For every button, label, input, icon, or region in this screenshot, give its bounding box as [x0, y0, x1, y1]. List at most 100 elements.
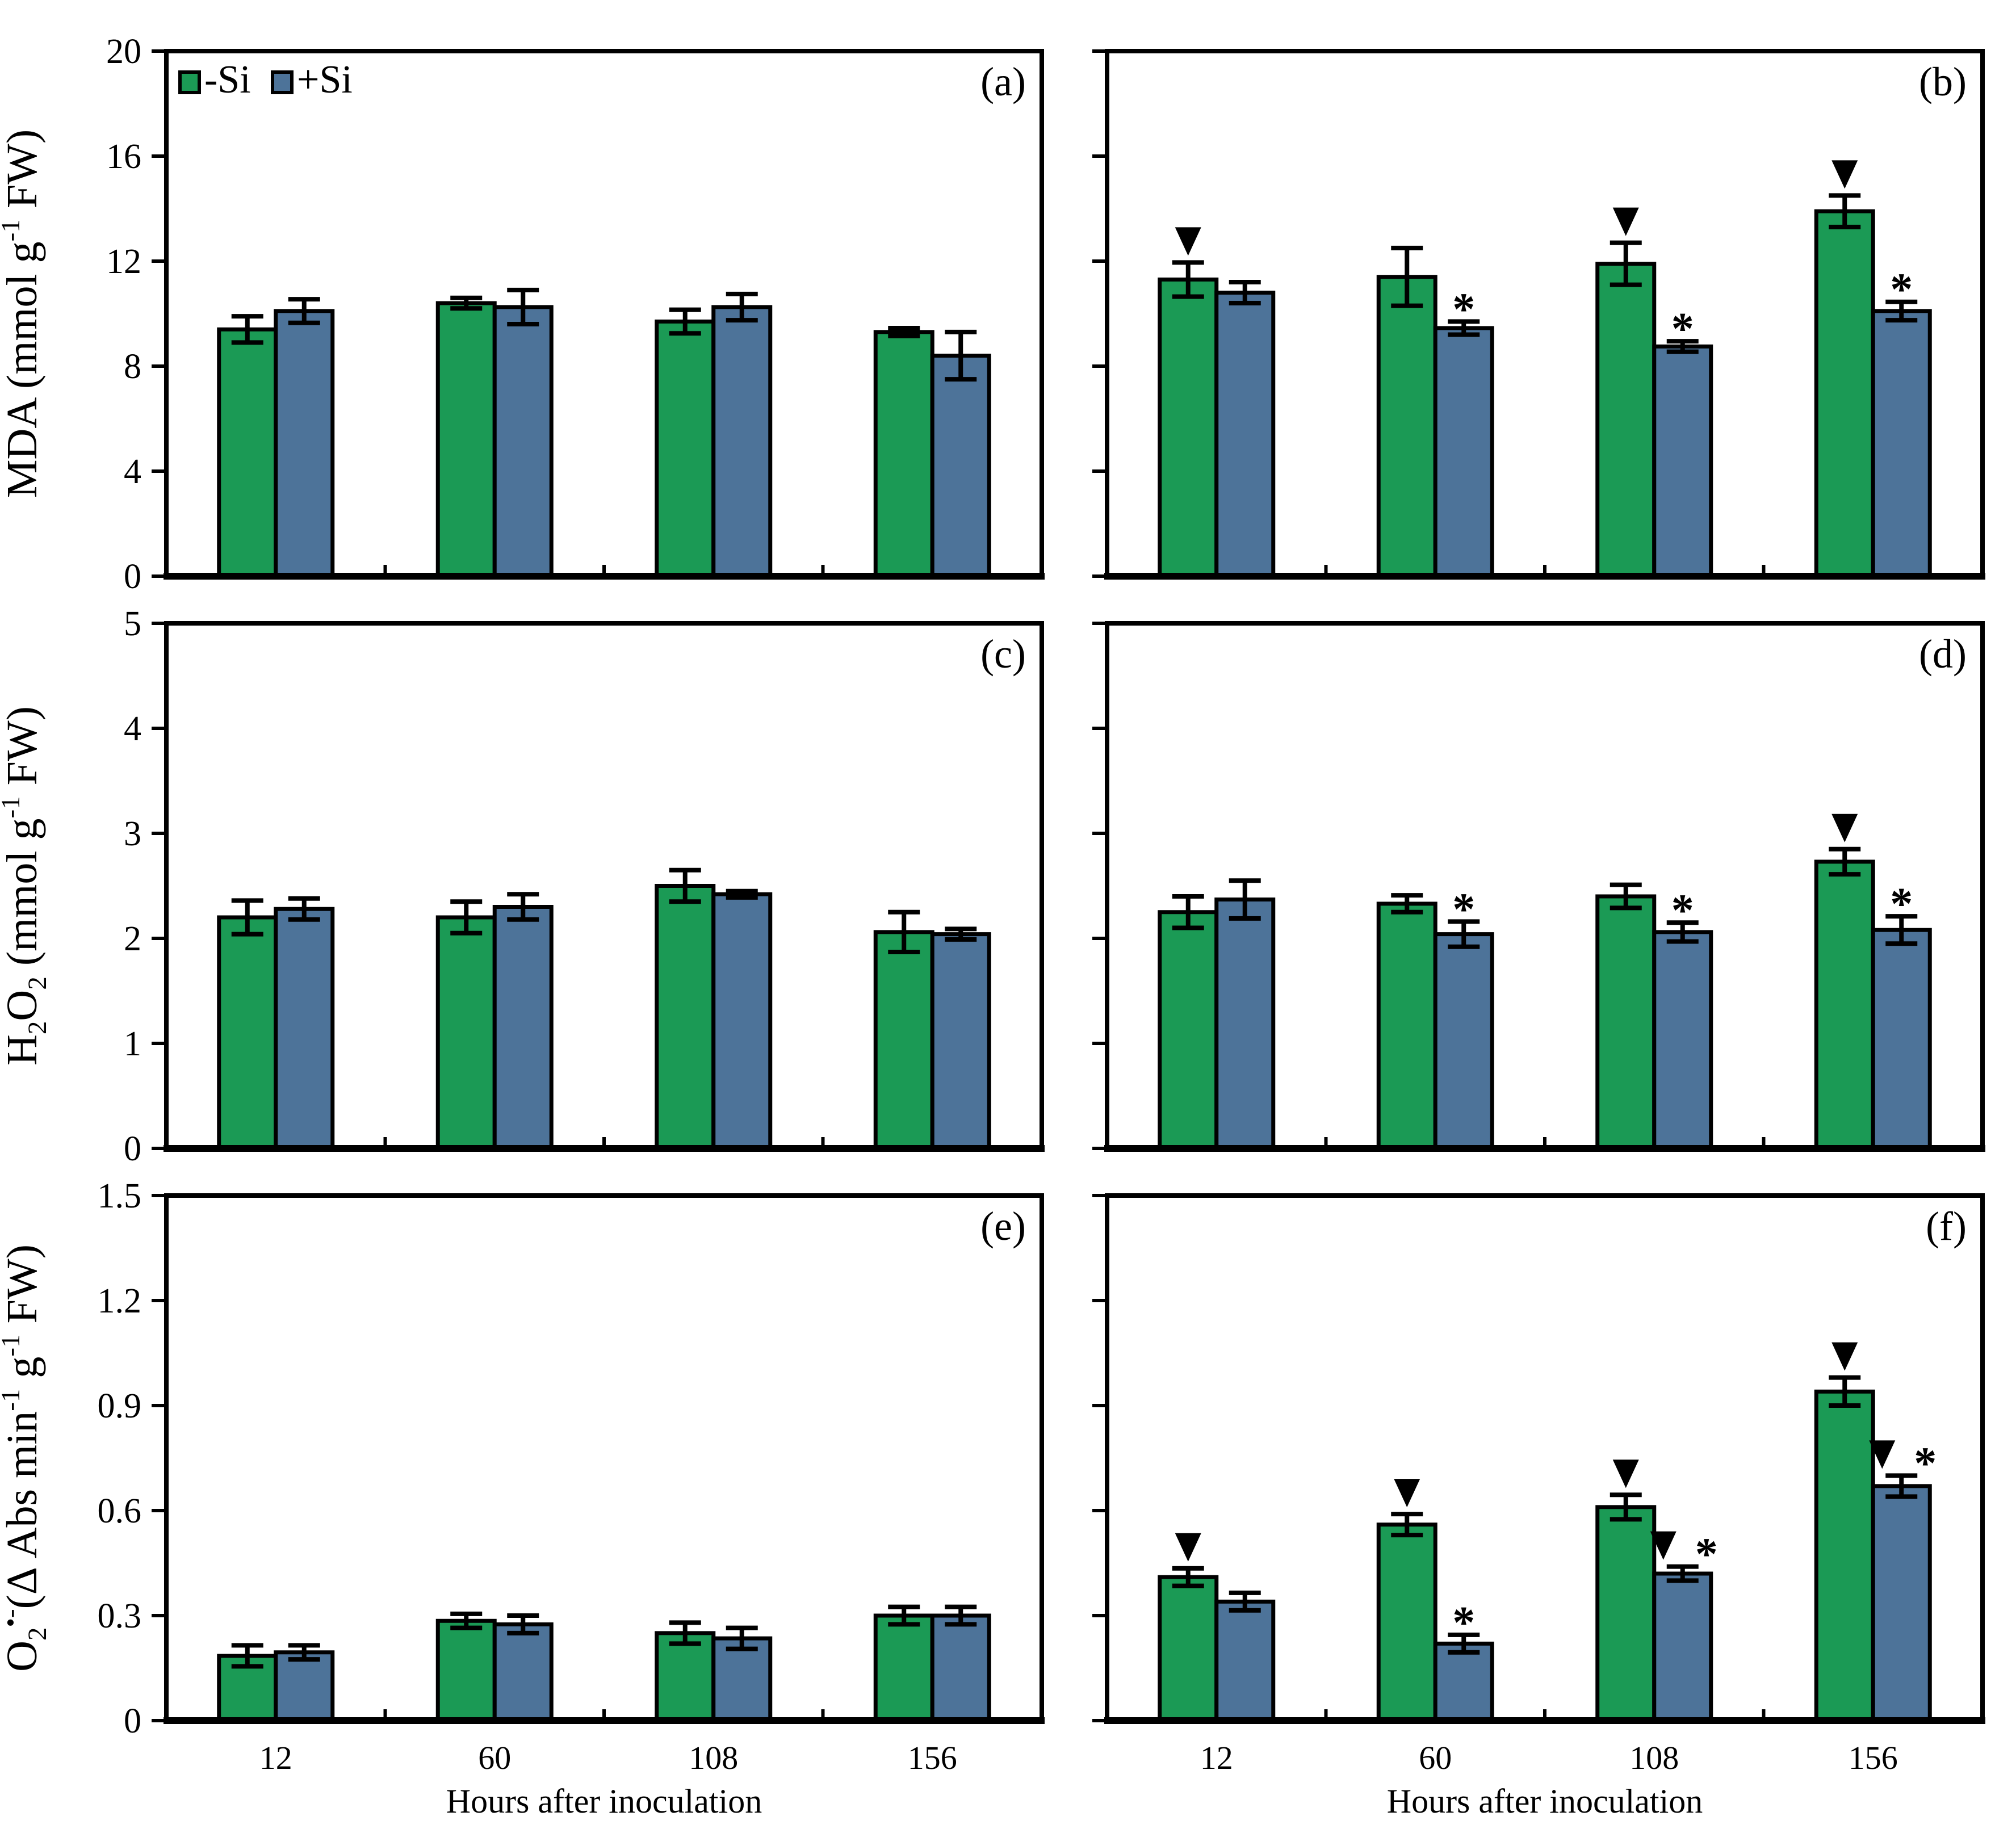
- panel-e: 0 0.3 0.6 0.9 1.2 1.5 12 60 108 156 Hours after in…: [0, 1177, 1045, 1820]
- bar-+Si-12h: [274, 1650, 335, 1723]
- triangle-marker: [1175, 1533, 1201, 1562]
- bar--Si-60h: [435, 915, 497, 1151]
- error-bar--Si-108h: [669, 867, 701, 904]
- error-bar--Si-60h: [450, 899, 483, 936]
- bar-+Si-60h: [492, 905, 554, 1151]
- triangle-marker: [1175, 227, 1201, 256]
- panel-a: 0 4 8 12 16 20 MDA (mmol g-1 FW) (a) -Si +Si: [0, 32, 1045, 596]
- bar-+Si-156h: [930, 1613, 991, 1723]
- bar--Si-108h: [655, 319, 716, 578]
- error-bar-+Si-108h: [1666, 920, 1699, 944]
- error-bar--Si-60h: [1391, 1512, 1423, 1538]
- error-bar-+Si-156h: [945, 329, 977, 382]
- bar--Si-108h: [1595, 894, 1657, 1151]
- bar-+Si-156h: [1871, 928, 1932, 1151]
- x-tick-label: 60: [478, 1739, 511, 1776]
- y-tick-label: 4: [124, 710, 141, 748]
- bar--Si-12h: [1158, 277, 1219, 578]
- error-bar-+Si-108h: [1666, 339, 1699, 354]
- error-bar-+Si-60h: [1448, 1632, 1480, 1655]
- y-tick-label: 0.6: [98, 1492, 142, 1530]
- triangle-marker: [1650, 1531, 1676, 1560]
- bar-+Si-60h: [1433, 1641, 1494, 1723]
- error-bar--Si-12h: [231, 314, 263, 345]
- panel-letter: (a): [980, 59, 1026, 104]
- panel-letter: (c): [980, 631, 1026, 677]
- error-bar-+Si-60h: [1448, 919, 1480, 949]
- triangle-marker: [1831, 813, 1858, 842]
- bar--Si-108h: [655, 884, 716, 1151]
- bar-+Si-60h: [1433, 326, 1494, 578]
- bar-+Si-108h: [1652, 344, 1713, 578]
- panel-letter: (b): [1919, 59, 1967, 104]
- bar--Si-60h: [435, 1618, 497, 1723]
- bar--Si-60h: [1376, 275, 1437, 578]
- legend-label-plus-si: +Si: [297, 58, 353, 102]
- error-bar--Si-60h: [1391, 245, 1423, 308]
- error-bar--Si-12h: [1172, 1566, 1204, 1588]
- bar-+Si-156h: [930, 354, 991, 578]
- y-tick-label: 0: [124, 1130, 141, 1168]
- error-bar-+Si-12h: [288, 1643, 320, 1662]
- bar--Si-60h: [435, 301, 497, 578]
- bar--Si-12h: [217, 915, 278, 1151]
- y-tick-label: 20: [106, 32, 141, 71]
- x-tick-label: 156: [1849, 1739, 1898, 1776]
- error-bar-+Si-12h: [288, 896, 320, 922]
- y-tick-label: 0: [124, 1702, 141, 1740]
- bar--Si-60h: [1376, 901, 1437, 1151]
- y-tick-label: 0: [124, 557, 141, 596]
- error-bar-+Si-156h: [1885, 299, 1918, 323]
- error-bar--Si-12h: [231, 1643, 263, 1669]
- triangle-marker: [1869, 1440, 1896, 1469]
- bar-+Si-156h: [1871, 309, 1932, 578]
- bar-+Si-12h: [1214, 1599, 1276, 1723]
- error-bar-+Si-108h: [726, 291, 758, 323]
- asterisk-marker: *: [1452, 884, 1475, 934]
- x-tick-label: 60: [1419, 1739, 1452, 1776]
- asterisk-marker: *: [1452, 1598, 1475, 1648]
- y-tick-label: 3: [124, 815, 141, 853]
- bar--Si-12h: [217, 327, 278, 578]
- bar-+Si-12h: [274, 907, 335, 1151]
- error-bar--Si-156h: [1829, 193, 1861, 229]
- y-tick-label: 4: [124, 452, 141, 491]
- error-bar-+Si-60h: [507, 287, 539, 326]
- legend-swatch-minus-si: [178, 70, 201, 94]
- error-bar-+Si-12h: [1229, 1590, 1261, 1613]
- error-bar-+Si-60h: [507, 1613, 539, 1635]
- bar--Si-108h: [1595, 262, 1657, 578]
- bar--Si-108h: [1595, 1505, 1657, 1723]
- error-bar-+Si-12h: [1229, 878, 1261, 921]
- bar-+Si-108h: [1652, 930, 1713, 1151]
- y-tick-label: 16: [106, 137, 141, 176]
- error-bar--Si-156h: [1829, 1375, 1861, 1408]
- triangle-marker: [1831, 160, 1858, 189]
- y-tick-label: 12: [106, 242, 141, 281]
- bar-+Si-108h: [711, 892, 773, 1151]
- error-bar--Si-108h: [669, 307, 701, 336]
- bar--Si-12h: [1158, 910, 1219, 1151]
- error-bar--Si-12h: [231, 898, 263, 937]
- bar--Si-156h: [873, 930, 934, 1151]
- y-tick-label: 5: [124, 605, 141, 643]
- x-tick-label: 12: [259, 1739, 292, 1776]
- panel-d: * * * (d): [1092, 621, 1985, 1152]
- x-tick-label: 108: [689, 1739, 738, 1776]
- x-tick-label: 12: [1200, 1739, 1233, 1776]
- y-tick-label: 0.3: [98, 1597, 142, 1635]
- triangle-marker: [1831, 1342, 1858, 1371]
- y-tick-label: 0.9: [98, 1387, 142, 1425]
- error-bar-+Si-108h: [726, 1625, 758, 1651]
- panel-b: * * * (b): [1092, 49, 1985, 580]
- error-bar-+Si-108h: [1666, 1564, 1699, 1583]
- bar-+Si-12h: [1214, 897, 1276, 1151]
- bar-+Si-12h: [274, 309, 335, 578]
- error-bar-+Si-108h: [726, 888, 758, 900]
- triangle-marker: [1612, 207, 1639, 236]
- legend: -Si +Si: [178, 58, 353, 102]
- bar-+Si-60h: [492, 305, 554, 578]
- y-tick-label: 1.5: [98, 1177, 142, 1215]
- error-bar-+Si-156h: [945, 926, 977, 942]
- bar-+Si-108h: [1652, 1571, 1713, 1723]
